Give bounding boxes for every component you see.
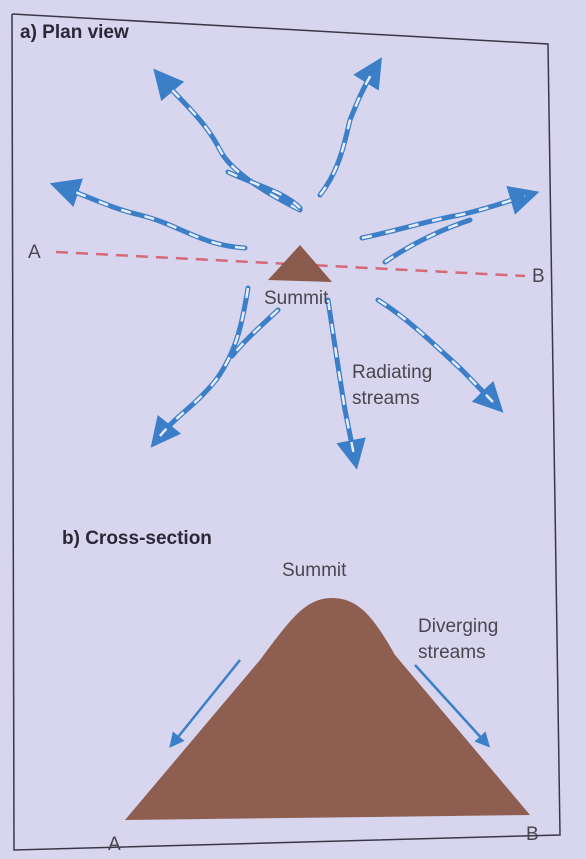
stream xyxy=(375,297,504,413)
summit-marker xyxy=(268,245,332,282)
streams xyxy=(49,57,540,470)
stream xyxy=(153,68,303,213)
label-b: B xyxy=(532,266,545,287)
section-line xyxy=(55,250,526,278)
streams-label: streams xyxy=(418,642,486,663)
stream xyxy=(325,297,366,470)
stream xyxy=(382,217,473,265)
stream xyxy=(317,57,382,198)
summit-label: Summit xyxy=(282,560,347,581)
summit-label: Summit xyxy=(264,288,329,309)
plan-title: a) Plan view xyxy=(20,22,129,43)
cross-section-title: b) Cross-section xyxy=(62,528,212,549)
stream xyxy=(229,307,281,359)
streams-label: streams xyxy=(352,388,420,409)
label-b: B xyxy=(526,824,539,845)
stream xyxy=(359,185,540,241)
label-a: A xyxy=(108,834,121,855)
stream xyxy=(49,178,248,251)
stream xyxy=(225,169,303,211)
frame xyxy=(11,13,561,851)
flow-arrow xyxy=(414,664,491,748)
stream xyxy=(150,285,251,448)
hill xyxy=(125,598,530,820)
flow-arrow xyxy=(169,659,241,748)
label-a: A xyxy=(28,242,41,263)
streams-label: Diverging xyxy=(418,616,498,637)
streams-label: Radiating xyxy=(352,362,432,383)
